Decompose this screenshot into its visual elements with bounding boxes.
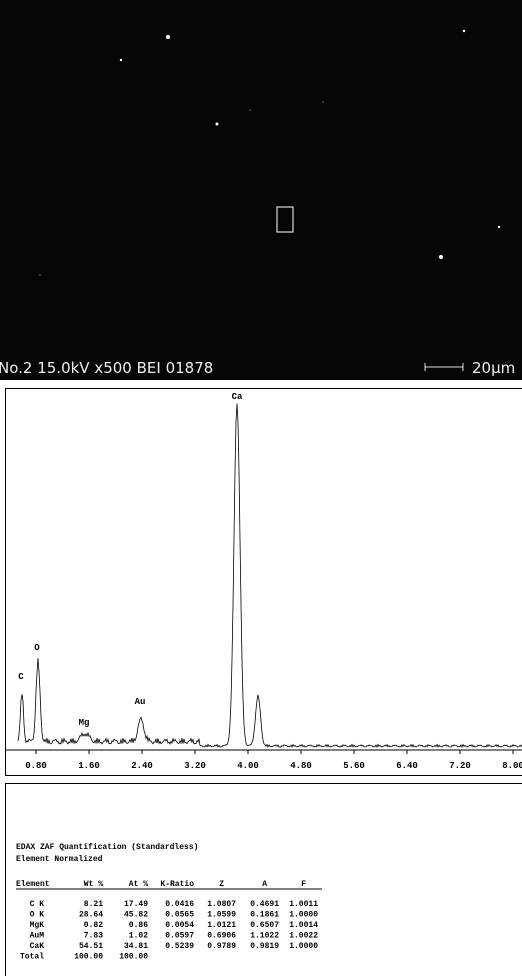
peak-label: Mg — [79, 718, 90, 728]
element-cell: C K — [30, 900, 45, 909]
value-cell: 17.49 — [124, 900, 148, 909]
x-tick-label: 1.60 — [78, 761, 100, 771]
value-cell: 100.00 — [74, 953, 103, 962]
x-tick-label: 4.00 — [237, 761, 259, 771]
value-cell: 7.83 — [84, 932, 103, 941]
value-cell: 0.82 — [84, 921, 103, 930]
header-cell: K-Ratio — [160, 880, 194, 889]
header-cell: Z — [219, 880, 224, 889]
value-cell: 0.4691 — [250, 900, 279, 909]
value-cell: 1.1022 — [250, 932, 279, 941]
value-cell: 54.51 — [79, 942, 103, 951]
value-cell: 1.0022 — [289, 932, 318, 941]
x-tick-label: 6.40 — [396, 761, 418, 771]
spectrum-curve — [18, 404, 522, 748]
header-cell: Wt % — [84, 880, 103, 889]
x-tick-label: 3.20 — [184, 761, 206, 771]
value-cell: 0.9819 — [250, 942, 279, 951]
x-tick-label: 7.20 — [449, 761, 471, 771]
value-cell: 0.0416 — [165, 900, 194, 909]
sem-caption: No.2 15.0kV x500 BEI 01878 — [0, 359, 213, 377]
value-cell: 0.0054 — [165, 921, 194, 930]
value-cell: 8.21 — [84, 900, 103, 909]
element-cell: Total — [20, 953, 44, 962]
value-cell: 1.0000 — [289, 942, 318, 951]
value-cell: 34.81 — [124, 942, 148, 951]
element-cell: MgK — [30, 921, 45, 930]
figure: No.2 15.0kV x500 BEI 01878 20µm C O Mg Au Ca… — [0, 0, 522, 976]
value-cell: 100.00 — [119, 953, 148, 962]
value-cell: 1.0121 — [207, 921, 236, 930]
element-cell: O K — [30, 911, 45, 920]
quant-title: EDAX ZAF Quantification (Standardless) — [16, 843, 198, 852]
value-cell: 28.64 — [79, 911, 103, 920]
peak-label: C — [18, 672, 24, 682]
peak-label: Ca — [232, 392, 243, 402]
value-cell: 1.0014 — [289, 921, 318, 930]
x-tick-label: 8.00 — [502, 761, 522, 771]
value-cell: 45.82 — [124, 911, 148, 920]
value-cell: 0.6507 — [250, 921, 279, 930]
header-cell: At % — [129, 880, 148, 889]
value-cell: 0.6906 — [207, 932, 236, 941]
value-cell: 1.0000 — [289, 911, 318, 920]
header-cell: Element — [16, 880, 50, 889]
value-cell: 0.1861 — [250, 911, 279, 920]
peak-label: Au — [135, 697, 146, 707]
sem-image — [0, 0, 522, 380]
value-cell: 1.0599 — [207, 911, 236, 920]
header-cell: A — [262, 880, 267, 889]
value-cell: 1.0011 — [289, 900, 318, 909]
value-cell: 1.0807 — [207, 900, 236, 909]
x-tick-label: 0.80 — [25, 761, 47, 771]
value-cell: 1.02 — [129, 932, 148, 941]
x-tick-label: 2.40 — [131, 761, 153, 771]
value-cell: 0.0597 — [165, 932, 194, 941]
peak-label: O — [34, 643, 40, 653]
x-tick-label: 5.60 — [343, 761, 365, 771]
element-cell: AuM — [30, 932, 45, 941]
value-cell: 0.5239 — [165, 942, 194, 951]
value-cell: 0.86 — [129, 921, 148, 930]
element-cell: CaK — [30, 942, 45, 951]
value-cell: 0.9789 — [207, 942, 236, 951]
header-cell: F — [301, 880, 306, 889]
scale-label: 20µm — [472, 359, 515, 377]
x-tick-label: 4.80 — [290, 761, 312, 771]
value-cell: 0.0565 — [165, 911, 194, 920]
quant-subtitle: Element Normalized — [16, 855, 103, 864]
